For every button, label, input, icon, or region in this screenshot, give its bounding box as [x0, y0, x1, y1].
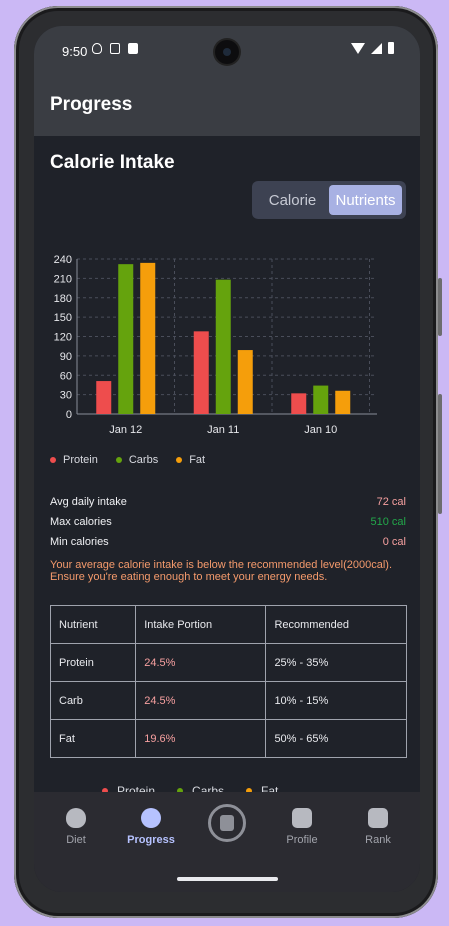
stat-max-label: Max calories: [50, 516, 112, 528]
nav-diet-label: Diet: [66, 834, 86, 846]
table-cell-nutrient: Fat: [49, 719, 137, 758]
protein-dot-icon: [102, 788, 108, 794]
nav-diet[interactable]: Diet: [46, 808, 106, 846]
notification-icons: [92, 43, 138, 54]
nav-rank-label: Rank: [365, 834, 391, 846]
nav-profile-label: Profile: [286, 834, 318, 846]
volume-button: [438, 394, 442, 514]
table-header: Intake Portion: [135, 605, 267, 644]
x-tick-label: Jan 10: [304, 424, 337, 436]
legend-carbs-label: Carbs: [128, 454, 159, 466]
bar-fat: [140, 262, 156, 414]
legend-fat-label: Fat: [189, 454, 206, 466]
stat-avg-value: 72 cal: [376, 496, 406, 508]
table-row: Carb 24.5% 10% - 15%: [49, 681, 407, 720]
stat-min: Min calories 0 cal: [50, 536, 406, 556]
table-cell-recommended: 10% - 15%: [265, 681, 407, 720]
legend-carbs[interactable]: Carbs: [115, 454, 159, 466]
bar-protein: [291, 393, 307, 414]
table-header: Nutrient: [49, 605, 137, 644]
bar-fat: [335, 390, 351, 414]
nutrient-table: Nutrient Intake Portion Recommended Prot…: [49, 605, 407, 758]
stat-max-value: 510 cal: [370, 516, 406, 528]
calorie-burn-button[interactable]: [208, 804, 246, 842]
calorie-stats: Avg daily intake 72 cal Max calories 510…: [50, 496, 406, 556]
legend-protein[interactable]: Protein: [50, 454, 98, 466]
y-tick-label: 60: [60, 370, 72, 382]
battery-icon: [388, 42, 394, 54]
status-time: 9:50: [62, 44, 88, 59]
y-tick-label: 90: [60, 351, 72, 363]
x-tick-label: Jan 12: [109, 424, 142, 436]
y-tick-label: 120: [54, 332, 72, 344]
stat-min-value: 0 cal: [382, 536, 406, 548]
x-tick-label: Jan 11: [207, 424, 239, 436]
nav-rank[interactable]: Rank: [348, 808, 408, 846]
y-tick-label: 180: [54, 293, 72, 305]
y-tick-label: 0: [66, 409, 72, 421]
pie-chart-icon: [141, 808, 161, 828]
fat-dot-icon: [246, 788, 253, 794]
carbs-dot-icon: [115, 457, 122, 463]
toggle-calorie[interactable]: Calorie: [268, 191, 317, 209]
y-tick-label: 30: [60, 390, 72, 402]
y-tick-label: 240: [54, 254, 72, 266]
intake-warning: Your average calorie intake is below the…: [50, 559, 393, 583]
chart-legend: Protein Carbs Fat: [50, 454, 205, 466]
nutrient-bar-chart: 240 210 180 150 120 90 60 30 0 Jan 12 Jan 11 Jan 10: [54, 254, 377, 436]
app-bar: Progress: [34, 74, 420, 136]
shield-icon: [92, 43, 102, 54]
front-camera: [215, 40, 239, 64]
table-cell-recommended: 25% - 35%: [265, 643, 407, 682]
bar-carbs: [313, 385, 329, 414]
chart-mode-toggle: Calorie Nutrients: [252, 181, 406, 219]
apple-icon: [66, 808, 86, 828]
bar-carbs: [118, 264, 134, 414]
table-cell-intake: 24.5%: [135, 643, 267, 682]
table-header: Recommended: [265, 605, 407, 644]
table-cell-nutrient: Protein: [49, 643, 137, 682]
bottom-navigation: Diet Progress Profile Rank: [34, 792, 420, 892]
legend-fat[interactable]: Fat: [176, 454, 205, 466]
stat-min-label: Min calories: [50, 536, 109, 548]
stat-max: Max calories 510 cal: [50, 516, 406, 536]
page-title: Progress: [50, 94, 133, 115]
signal-icon: [371, 42, 382, 54]
table-row: Fat 19.6% 50% - 65%: [49, 719, 407, 758]
nav-progress-label: Progress: [127, 834, 175, 846]
table-header-row: Nutrient Intake Portion Recommended: [49, 605, 407, 644]
font-icon: [110, 43, 120, 54]
power-button: [438, 278, 442, 336]
bar-protein: [96, 381, 112, 414]
toggle-nutrients[interactable]: Nutrients: [329, 185, 402, 215]
table-cell-intake: 24.5%: [135, 681, 267, 720]
legend-protein-label: Protein: [63, 454, 98, 466]
bar-protein: [193, 331, 209, 414]
section-title: Calorie Intake: [50, 152, 175, 173]
table-cell-recommended: 50% - 65%: [265, 719, 407, 758]
table-cell-intake: 19.6%: [135, 719, 267, 758]
carbs-dot-icon: [177, 788, 184, 794]
wifi-icon: [351, 42, 365, 54]
gesture-bar: [177, 877, 278, 881]
table-cell-nutrient: Carb: [49, 681, 137, 720]
bar-carbs: [215, 279, 231, 414]
stat-avg: Avg daily intake 72 cal: [50, 496, 406, 516]
status-bar: 9:50: [34, 26, 420, 74]
table-row: Protein 24.5% 25% - 35%: [49, 643, 407, 682]
protein-dot-icon: [50, 457, 56, 463]
screen: 9:50 Progress Calorie Intake Calorie Nut…: [34, 26, 420, 892]
nav-profile[interactable]: Profile: [272, 808, 332, 846]
bar-fat: [237, 350, 253, 414]
y-tick-label: 210: [54, 273, 72, 285]
fat-dot-icon: [176, 457, 183, 463]
system-icons: [351, 42, 394, 54]
profile-card-icon: [292, 808, 312, 828]
nav-progress[interactable]: Progress: [121, 808, 181, 846]
y-tick-label: 150: [54, 312, 72, 324]
stat-avg-label: Avg daily intake: [50, 496, 127, 508]
puzzle-icon: [368, 808, 388, 828]
sd-card-icon: [128, 43, 138, 54]
